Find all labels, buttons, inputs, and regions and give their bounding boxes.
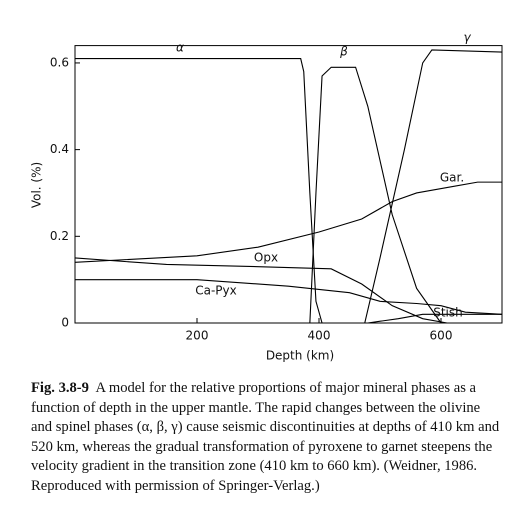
series-label: γ <box>463 31 471 45</box>
series-label: α <box>176 41 184 55</box>
series-line <box>367 313 502 324</box>
caption-label: Fig. 3.8-9 <box>31 380 89 396</box>
caption: Fig. 3.8-9 A model for the relative prop… <box>31 379 503 497</box>
y-tick-label: 0.6 <box>50 55 69 69</box>
x-tick-label: 400 <box>308 329 331 343</box>
series-line <box>74 181 502 263</box>
series-label: Stish <box>433 306 463 320</box>
caption-text: A model for the relative proportions of … <box>31 380 500 494</box>
y-tick-label: 0.4 <box>50 142 69 156</box>
series-label: Opx <box>254 251 278 265</box>
series-line <box>75 279 503 315</box>
series-line <box>364 49 503 324</box>
y-axis-label: Vol. (%) <box>30 162 44 208</box>
series-line <box>75 58 323 324</box>
series-label: Gar. <box>440 171 464 185</box>
x-tick-label: 600 <box>430 329 453 343</box>
plot-frame <box>74 45 503 324</box>
series-line <box>74 257 448 324</box>
x-tick-label: 200 <box>186 329 209 343</box>
series-label: Ca-Pyx <box>195 284 237 298</box>
series-line <box>309 66 442 324</box>
series-label: β <box>339 45 348 59</box>
chart: Depth (km) Vol. (%) 200 400 600 0 0.2 0.4 0.6 α… <box>30 31 503 363</box>
x-axis-label: Depth (km) <box>266 349 334 363</box>
y-tick-label: 0.2 <box>50 229 69 243</box>
y-tick-label: 0 <box>61 316 69 330</box>
